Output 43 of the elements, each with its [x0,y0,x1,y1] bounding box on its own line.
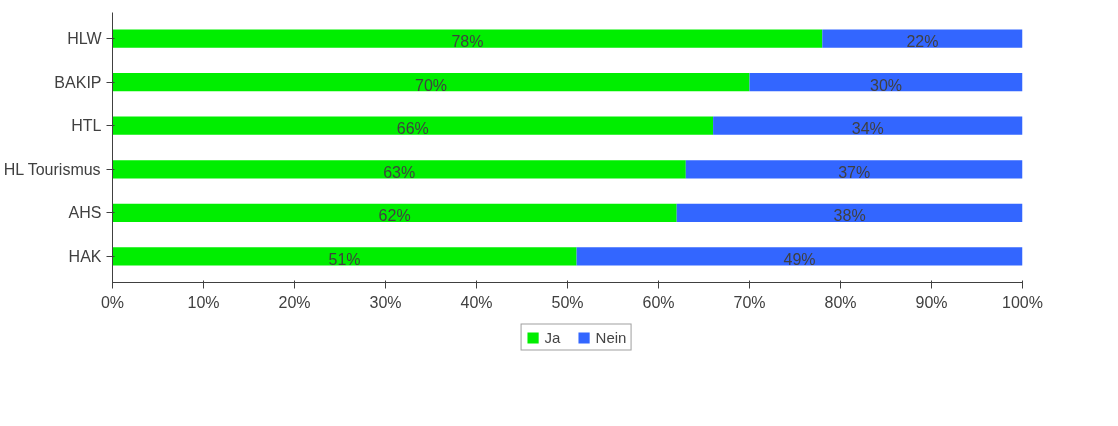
bar [713,116,1023,135]
bar [112,116,714,135]
x-tick-label: 70% [733,293,766,311]
x-tick-label: 80% [824,293,857,311]
data-label: 51% [328,250,361,268]
y-tick-label: HTL [71,117,102,135]
bar [112,160,686,179]
data-label: 70% [414,76,448,94]
x-tick-label: 60% [642,293,675,311]
data-label: 30% [869,76,903,94]
data-label: 22% [906,33,939,51]
bar [112,247,577,266]
data-label: 37% [838,163,871,181]
data-label: 38% [833,207,866,225]
x-tick-label: 100% [1002,293,1043,311]
x-tick-label: 90% [915,293,948,311]
data-label: 66% [396,120,429,138]
y-tick-label: HL Tourismus [3,160,101,178]
data-label: 49% [783,250,816,268]
x-tick-label: 40% [460,293,493,311]
legend-label: Ja [544,328,562,346]
y-tick-label: BAKIP [54,73,102,91]
y-tick-label: AHS [68,204,102,222]
x-tick-label: 10% [187,293,220,311]
y-tick-label: HLW [67,30,103,48]
bar [576,247,1023,266]
bar [685,160,1023,179]
data-label: 34% [851,120,884,138]
x-tick-label: 50% [551,293,584,311]
x-tick-label: 0% [100,293,125,311]
legend-label: Nein [595,328,627,346]
data-label: 62% [378,207,411,225]
data-label: 78% [451,33,484,51]
bar [112,29,823,48]
y-tick-label: HAK [68,247,102,265]
bar [822,29,1023,48]
bar [749,73,1023,92]
data-label: 63% [383,163,416,181]
bar [112,203,677,222]
bar [112,73,750,92]
x-tick-label: 20% [278,293,311,311]
bar [676,203,1023,222]
x-tick-label: 30% [369,293,402,311]
